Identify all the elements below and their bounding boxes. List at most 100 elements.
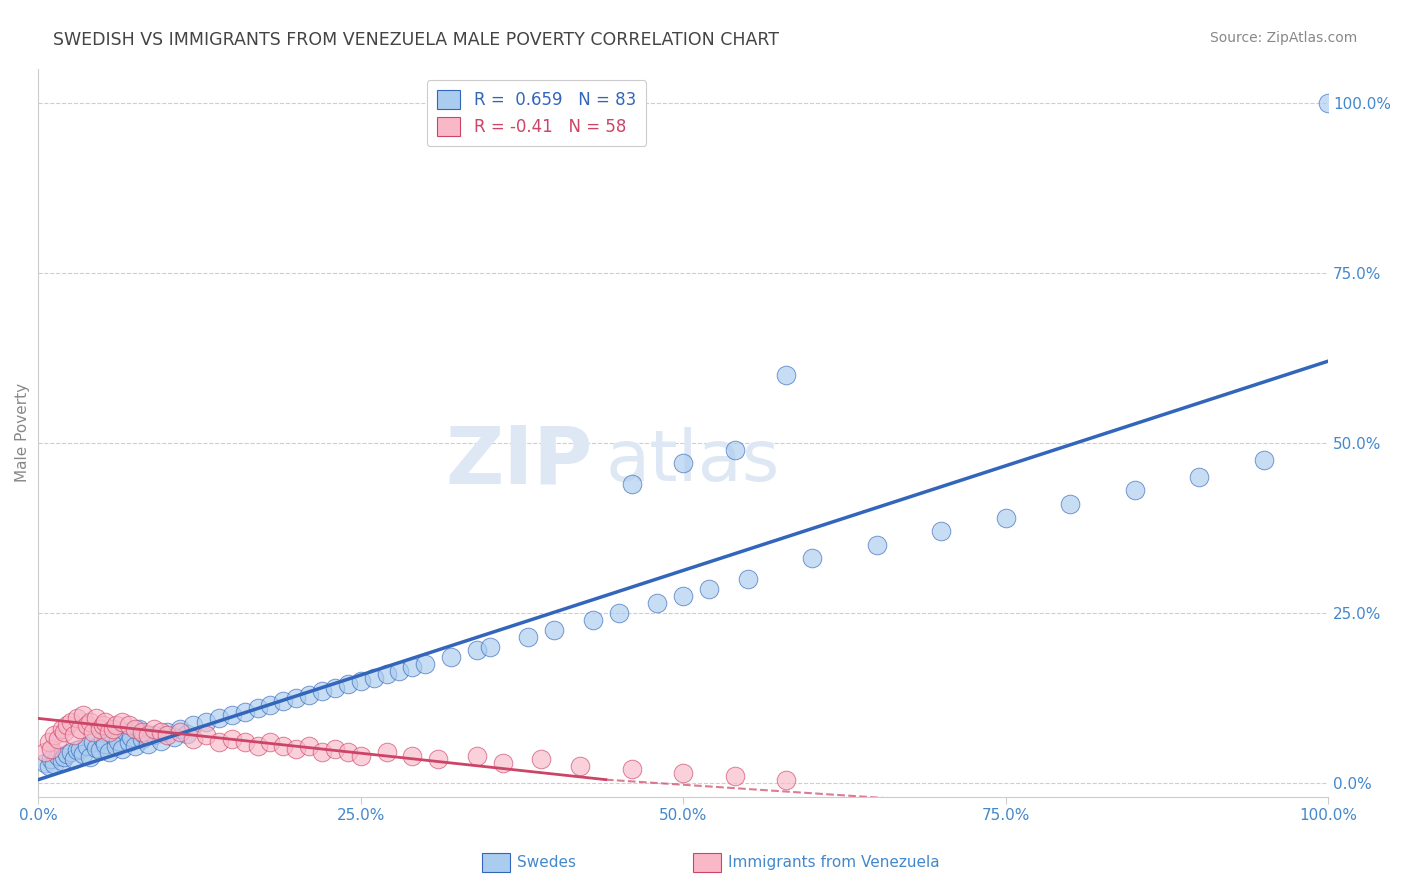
Point: [51, 754, 73, 768]
Point: [39, 742, 62, 756]
Point: [86, 711, 108, 725]
Point: [1253, 452, 1275, 467]
Point: [273, 694, 295, 708]
Point: [46, 748, 69, 763]
Point: [866, 538, 889, 552]
Point: [128, 722, 150, 736]
Point: [89, 722, 111, 736]
Point: [620, 476, 643, 491]
Point: [143, 728, 166, 742]
Point: [323, 742, 346, 756]
Point: [51, 722, 73, 736]
Point: [530, 752, 553, 766]
Point: [39, 752, 62, 766]
Point: [620, 763, 643, 777]
Point: [388, 664, 411, 678]
Point: [672, 589, 695, 603]
Point: [94, 714, 117, 729]
Point: [413, 657, 436, 671]
Point: [55, 718, 77, 732]
Point: [427, 752, 450, 766]
Text: ZIP: ZIP: [446, 423, 593, 500]
Point: [107, 734, 129, 748]
Point: [104, 718, 127, 732]
Point: [273, 739, 295, 753]
Point: [169, 725, 191, 739]
Point: [149, 725, 172, 739]
Point: [34, 756, 56, 770]
Point: [221, 731, 243, 746]
Point: [156, 725, 179, 739]
Point: [55, 747, 77, 762]
Point: [517, 630, 540, 644]
Point: [465, 643, 488, 657]
Point: [98, 746, 121, 760]
Text: atlas: atlas: [606, 427, 780, 496]
Point: [104, 739, 127, 753]
Point: [169, 722, 191, 736]
Point: [672, 456, 695, 470]
Point: [233, 735, 256, 749]
Point: [124, 739, 146, 753]
Point: [66, 711, 89, 725]
Point: [131, 731, 153, 746]
Point: [156, 728, 179, 742]
Point: [1059, 497, 1081, 511]
Point: [38, 759, 60, 773]
Point: [181, 718, 204, 732]
Point: [91, 718, 114, 732]
Point: [1188, 470, 1211, 484]
Point: [401, 660, 423, 674]
Point: [69, 722, 91, 736]
Point: [124, 722, 146, 736]
Point: [672, 765, 695, 780]
Point: [246, 701, 269, 715]
Point: [181, 731, 204, 746]
Point: [775, 368, 797, 382]
Point: [131, 725, 153, 739]
Point: [136, 737, 159, 751]
Point: [66, 743, 89, 757]
Point: [323, 681, 346, 695]
Point: [311, 746, 333, 760]
Point: [79, 714, 101, 729]
Y-axis label: Male Poverty: Male Poverty: [15, 383, 30, 483]
Point: [91, 731, 114, 746]
Point: [53, 750, 76, 764]
Text: Immigrants from Venezuela: Immigrants from Venezuela: [728, 855, 941, 870]
Point: [647, 596, 669, 610]
Point: [34, 746, 56, 760]
Point: [94, 737, 117, 751]
Point: [59, 714, 82, 729]
Point: [298, 688, 321, 702]
Point: [72, 747, 94, 762]
Point: [569, 759, 592, 773]
Point: [208, 711, 231, 725]
Point: [801, 551, 824, 566]
Point: [82, 725, 104, 739]
Text: SWEDISH VS IMMIGRANTS FROM VENEZUELA MALE POVERTY CORRELATION CHART: SWEDISH VS IMMIGRANTS FROM VENEZUELA MAL…: [53, 31, 779, 49]
Point: [72, 708, 94, 723]
Point: [363, 671, 385, 685]
Point: [42, 728, 65, 742]
Point: [401, 748, 423, 763]
Point: [336, 677, 359, 691]
Point: [195, 714, 218, 729]
Point: [53, 725, 76, 739]
Point: [46, 731, 69, 746]
Point: [98, 725, 121, 739]
Point: [149, 734, 172, 748]
Point: [101, 722, 124, 736]
Point: [724, 769, 747, 783]
Point: [350, 748, 373, 763]
Point: [38, 735, 60, 749]
Legend: R =  0.659   N = 83, R = -0.41   N = 58: R = 0.659 N = 83, R = -0.41 N = 58: [427, 80, 647, 146]
Point: [350, 673, 373, 688]
Point: [117, 735, 139, 749]
Point: [259, 735, 281, 749]
Point: [298, 739, 321, 753]
Point: [724, 442, 747, 457]
Point: [115, 725, 138, 739]
Point: [994, 510, 1017, 524]
Point: [117, 718, 139, 732]
